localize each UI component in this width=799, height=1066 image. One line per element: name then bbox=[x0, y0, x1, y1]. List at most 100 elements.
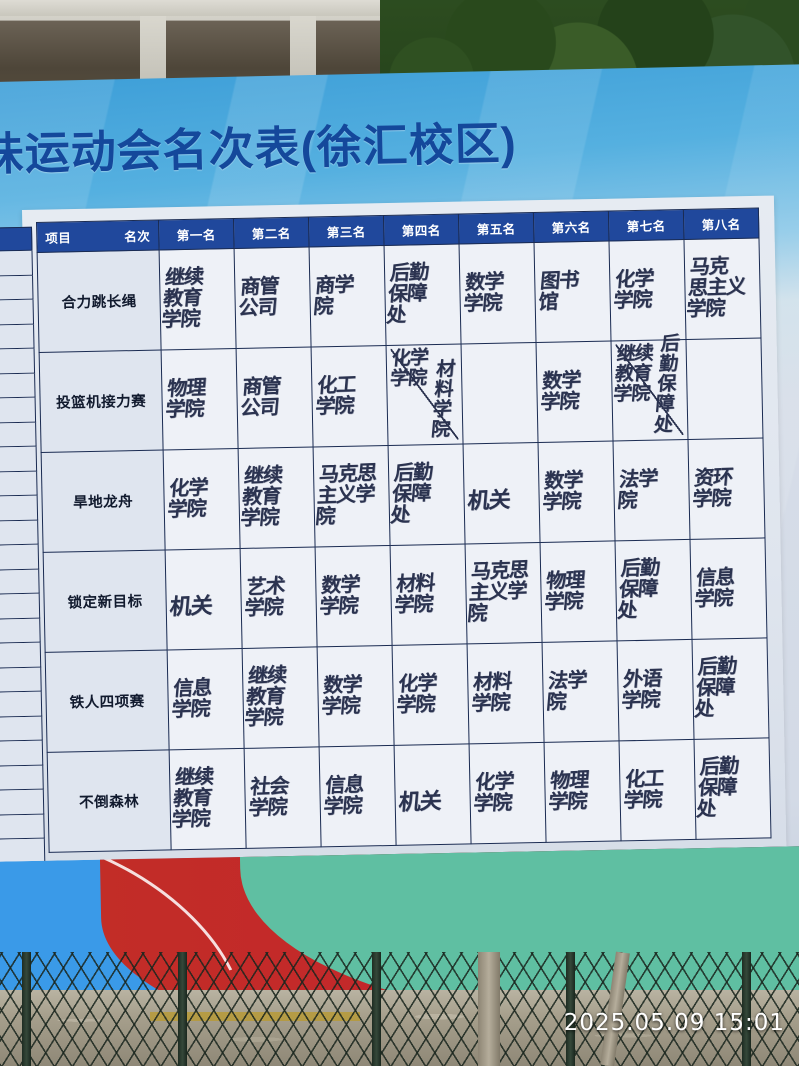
event-name: 投篮机接力赛 bbox=[39, 350, 164, 453]
result-cell bbox=[685, 337, 763, 440]
result-cell: 机关 bbox=[463, 442, 541, 544]
handwriting-text: 后勤 保障 处 bbox=[616, 555, 661, 623]
result-cell: 商学 院 bbox=[309, 245, 387, 348]
handwriting-text: 物理 学院 bbox=[543, 567, 586, 614]
left-table-row bbox=[0, 618, 41, 644]
results-table-body: 合力跳长绳 继续 教育 学院 商管 公司 商学 院后勤 保障 处数学 学院 图书 馆化学… bbox=[37, 237, 772, 853]
result-cell: 化学 学院 bbox=[469, 742, 547, 844]
handwriting-text: 化学 学院 bbox=[472, 768, 515, 816]
handwriting-text: 后勤 保障 处 bbox=[385, 259, 430, 328]
handwriting-text: 数学 学院 bbox=[462, 268, 505, 316]
handwriting-text: 机关 bbox=[168, 594, 213, 621]
result-cell: 社会 学院 bbox=[244, 746, 322, 849]
handwriting-text: 信息 学院 bbox=[693, 564, 736, 611]
result-cell: 继续 教育 学院后 勤保 障处 bbox=[611, 333, 688, 441]
result-cell: 后勤 保障 处 bbox=[388, 443, 466, 546]
result-cell: 材料 学院 bbox=[390, 543, 468, 646]
fence-post bbox=[372, 952, 381, 1066]
handwriting-text: 法学 院 bbox=[545, 667, 588, 714]
left-table-row bbox=[0, 520, 39, 546]
left-table-row bbox=[0, 642, 42, 669]
handwriting-text: 继续 教育 学院 bbox=[243, 662, 288, 731]
left-table-header bbox=[0, 226, 33, 252]
handwriting-text: 化学 学院 bbox=[395, 670, 438, 717]
header-rank-4: 第四名 bbox=[383, 214, 460, 246]
result-cell: 机关 bbox=[165, 548, 243, 650]
left-table-row bbox=[0, 789, 45, 816]
left-table-row: 0 bbox=[0, 299, 35, 326]
split-result-cell: 继续 教育 学院后 勤保 障处 bbox=[612, 333, 684, 437]
result-cell: 物理 学院 bbox=[544, 740, 622, 843]
header-rank-1: 第一名 bbox=[158, 218, 235, 251]
handwriting-text: 信息 学院 bbox=[170, 674, 213, 722]
left-table-row bbox=[0, 593, 41, 620]
result-cell: 化学 学院 材料 学院 bbox=[386, 343, 464, 446]
left-table-row bbox=[0, 716, 43, 742]
result-cell: 物理 学院 bbox=[540, 540, 618, 643]
header-rank-label: 名次 bbox=[124, 229, 151, 245]
result-cell: 化学 学院 bbox=[392, 643, 470, 746]
left-table-row bbox=[0, 544, 40, 571]
result-cell: 后勤 保障 处 bbox=[692, 637, 770, 740]
left-table-row: 5 bbox=[0, 250, 34, 277]
handwriting-text: 马克思 主义学 院 bbox=[466, 557, 530, 626]
handwriting-text: 数学 学院 bbox=[318, 571, 361, 619]
header-rank-3: 第三名 bbox=[308, 215, 385, 248]
split-result-cell: 化学 学院 材料 学院 bbox=[389, 346, 459, 441]
header-rank-7: 第七名 bbox=[608, 209, 684, 242]
handwriting-text: 马克 思主义 学院 bbox=[685, 253, 747, 322]
result-cell: 继续 教育 学院 bbox=[238, 446, 316, 549]
wooden-post bbox=[478, 952, 500, 1066]
handwriting-text: 商学 院 bbox=[312, 271, 355, 319]
handwriting-text: 商管 公司 bbox=[237, 273, 280, 320]
result-cell: 艺术 学院 bbox=[240, 546, 318, 649]
left-table-row bbox=[0, 691, 43, 718]
handwriting-text: 机关 bbox=[466, 488, 511, 515]
result-cell: 化学 学院 bbox=[163, 448, 241, 550]
result-cell: 化工 学院 bbox=[311, 345, 389, 447]
result-cell: 马克思 主义学 院 bbox=[313, 445, 391, 547]
result-cell: 继续 教育 学院 bbox=[169, 748, 247, 850]
header-rank-6: 第六名 bbox=[533, 211, 609, 243]
result-cell: 外语 学院 bbox=[617, 639, 695, 741]
results-table: 项目 名次 第一名 第二名 第三名 第四名 第五名 第六名 第七名 第八名 合力跳长绳 继续 教… bbox=[36, 207, 772, 853]
header-event-label: 项目 bbox=[45, 231, 72, 246]
result-cell: 信息 学院 bbox=[167, 648, 245, 750]
handwriting-text: 马克思 主义学 院 bbox=[314, 460, 378, 530]
result-cell: 信息 学院 bbox=[690, 537, 767, 640]
left-table-row: 2 bbox=[0, 348, 36, 375]
header-corner: 项目 名次 bbox=[36, 220, 160, 253]
result-cell: 化工 学院 bbox=[619, 739, 697, 841]
result-cell: 数学 学院 bbox=[459, 242, 537, 344]
handwriting-text: 后勤 保障 处 bbox=[695, 753, 740, 822]
left-table-row bbox=[0, 814, 45, 840]
left-table-row bbox=[0, 667, 42, 693]
split-lower: 后 勤保 障处 bbox=[643, 333, 683, 436]
handwriting-text: 商管 公司 bbox=[239, 373, 282, 420]
left-table-row bbox=[0, 765, 44, 791]
result-cell: 数学 学院 bbox=[536, 340, 614, 443]
handwriting-text: 外语 学院 bbox=[620, 665, 663, 713]
handwriting-text: 法学 院 bbox=[616, 465, 659, 513]
handwriting-text: 资环 学院 bbox=[691, 464, 734, 511]
result-cell: 机关 bbox=[394, 743, 472, 846]
result-cell: 继续 教育 学院 bbox=[242, 646, 320, 749]
event-name: 合力跳长绳 bbox=[37, 250, 162, 353]
result-cell bbox=[461, 342, 539, 444]
left-table-row: 5 bbox=[0, 324, 35, 350]
result-cell: 后勤 保障 处 bbox=[384, 244, 462, 346]
handwriting-text: 物理 学院 bbox=[547, 767, 590, 814]
handwriting-text: 后 勤保 障处 bbox=[652, 332, 680, 437]
results-table-wrapper: 项目 名次 第一名 第二名 第三名 第四名 第五名 第六名 第七名 第八名 合力跳长绳 继续 教… bbox=[36, 207, 772, 853]
handwriting-text: 继续 教育 学院 bbox=[170, 764, 215, 832]
result-cell: 数学 学院 bbox=[538, 440, 616, 543]
handwriting-text: 数学 学院 bbox=[541, 467, 584, 514]
result-cell: 法学 院 bbox=[613, 439, 691, 541]
table-row: 旱地龙舟 化学 学院 继续 教育 学院 马克思 主义学 院后勤 保障 处 机关 数学 学院… bbox=[41, 437, 765, 553]
result-cell: 商管 公司 bbox=[236, 347, 314, 449]
handwriting-text bbox=[690, 377, 758, 398]
handwriting-text: 继续 教育 学院 bbox=[160, 264, 205, 333]
result-cell: 物理 学院 bbox=[161, 348, 239, 450]
header-rank-2: 第二名 bbox=[233, 217, 310, 249]
